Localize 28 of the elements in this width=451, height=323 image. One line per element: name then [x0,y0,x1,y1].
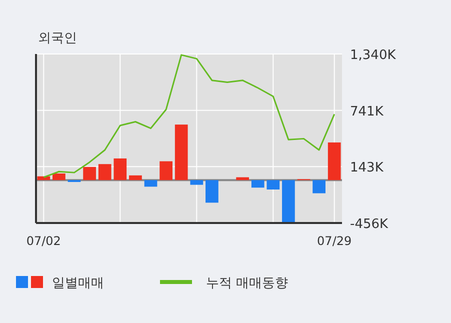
bar [190,180,204,185]
bar [114,158,127,180]
bar [129,175,142,180]
x-tick-label: 07/02 [26,234,61,248]
line-series [42,54,336,178]
bar [282,180,295,222]
bar [160,161,172,180]
bar [98,164,112,180]
y-tick-label: 143K [350,160,384,176]
bar [144,180,158,187]
bar [83,166,96,180]
legend-label: 누적 매매동향 [206,276,288,291]
bar [206,180,218,203]
legend-line: 누적 매매동향 [160,276,288,291]
bar [52,174,66,180]
bar [266,180,280,190]
bar [328,142,341,180]
y-tick-label: 741K [350,104,384,120]
y-tick-label: -456K [350,217,389,232]
legend-label: 일별매매 [52,276,104,291]
bar [174,124,188,180]
bar [312,180,326,194]
legend-bar: 일별매매 [16,276,104,291]
chart-title: 외국인 [38,31,77,46]
x-tick-label: 07/29 [317,234,352,248]
y-tick-label: 1,340K [350,48,396,63]
bar [251,180,264,188]
bar [236,177,249,180]
